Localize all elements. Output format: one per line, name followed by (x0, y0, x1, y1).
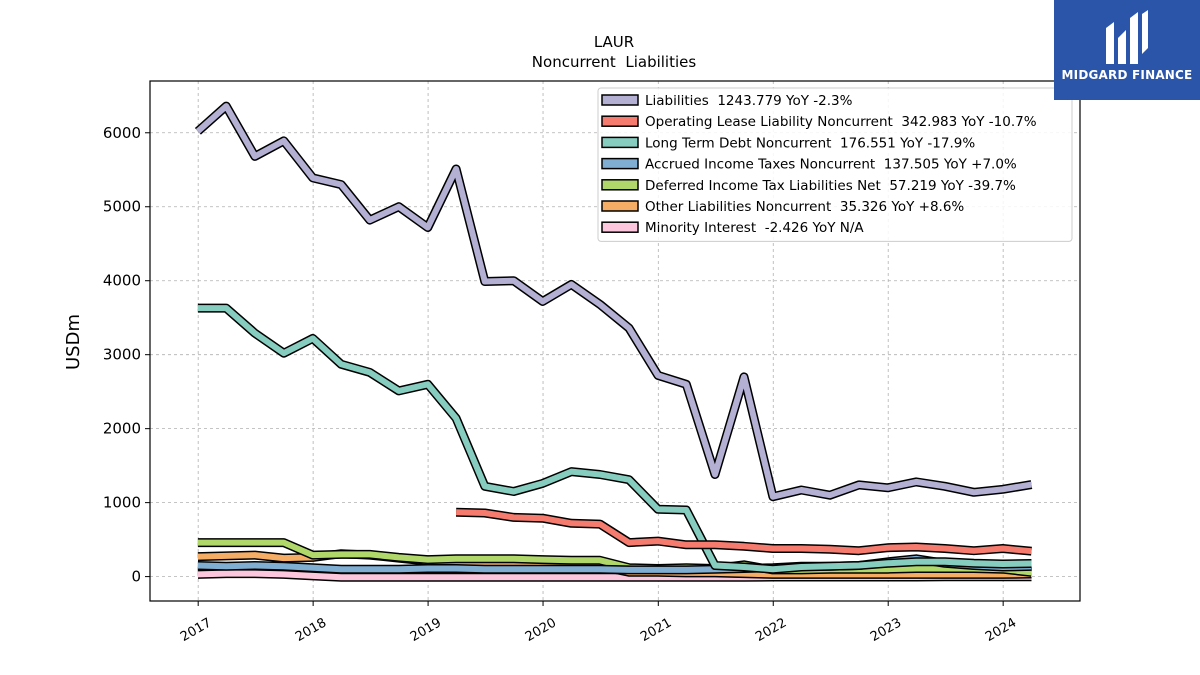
legend-swatch (601, 200, 639, 212)
x-tick-label: 2024 (983, 615, 1019, 645)
x-tick-label: 2022 (753, 615, 789, 645)
x-tick-label: 2017 (178, 615, 214, 645)
y-tick-label: 3000 (103, 346, 141, 364)
legend-label: Other Liabilities Noncurrent 35.326 YoY … (645, 199, 964, 215)
x-tick-label: 2018 (293, 615, 329, 645)
legend-label: Operating Lease Liability Noncurrent 342… (645, 114, 1037, 130)
y-tick-label: 1000 (103, 494, 141, 512)
series-line (456, 509, 1032, 555)
y-tick-label: 2000 (103, 420, 141, 438)
legend-swatch (601, 157, 639, 170)
legend-swatch (601, 221, 639, 233)
series-layer (194, 101, 1033, 582)
y-tick-label: 4000 (103, 272, 141, 290)
legend-label: Liabilities 1243.779 YoY -2.3% (645, 93, 853, 109)
y-tick-label: 5000 (103, 198, 141, 216)
y-tick-label: 6000 (103, 124, 141, 142)
y-tick-label: 0 (131, 568, 141, 586)
y-axis-label: USDm (63, 314, 84, 370)
legend-label: Long Term Debt Noncurrent 176.551 YoY -1… (645, 135, 975, 151)
legend-box (597, 87, 1073, 242)
logo-text: MIDGARD FINANCE (1061, 68, 1193, 82)
chart-subtitle: Noncurrent Liabilities (532, 53, 697, 71)
x-tick-label: 2021 (638, 615, 674, 645)
legend-swatch (601, 94, 639, 106)
series-line (197, 305, 1032, 573)
legend-label: Minority Interest -2.426 YoY N/A (645, 220, 864, 236)
x-tick-label: 2020 (523, 615, 559, 645)
logo-mark-icon (1106, 10, 1148, 64)
legend-label: Deferred Income Tax Liabilities Net 57.2… (645, 178, 1016, 194)
legend-swatch (601, 136, 639, 149)
legend-swatch (601, 115, 639, 127)
brand-logo: MIDGARD FINANCE (1054, 0, 1200, 100)
plot-frame (149, 80, 1081, 602)
legend-swatch (601, 179, 639, 191)
series-line (197, 539, 1032, 576)
legend: Liabilities 1243.779 YoY -2.3% Operating … (597, 87, 1073, 242)
x-tick-label: 2023 (868, 615, 904, 645)
legend-label: Accrued Income Taxes Noncurrent 137.505 … (645, 157, 1017, 173)
chart-title: LAUR (594, 33, 634, 51)
series-line (195, 103, 1032, 500)
x-tick-label: 2019 (408, 615, 444, 645)
